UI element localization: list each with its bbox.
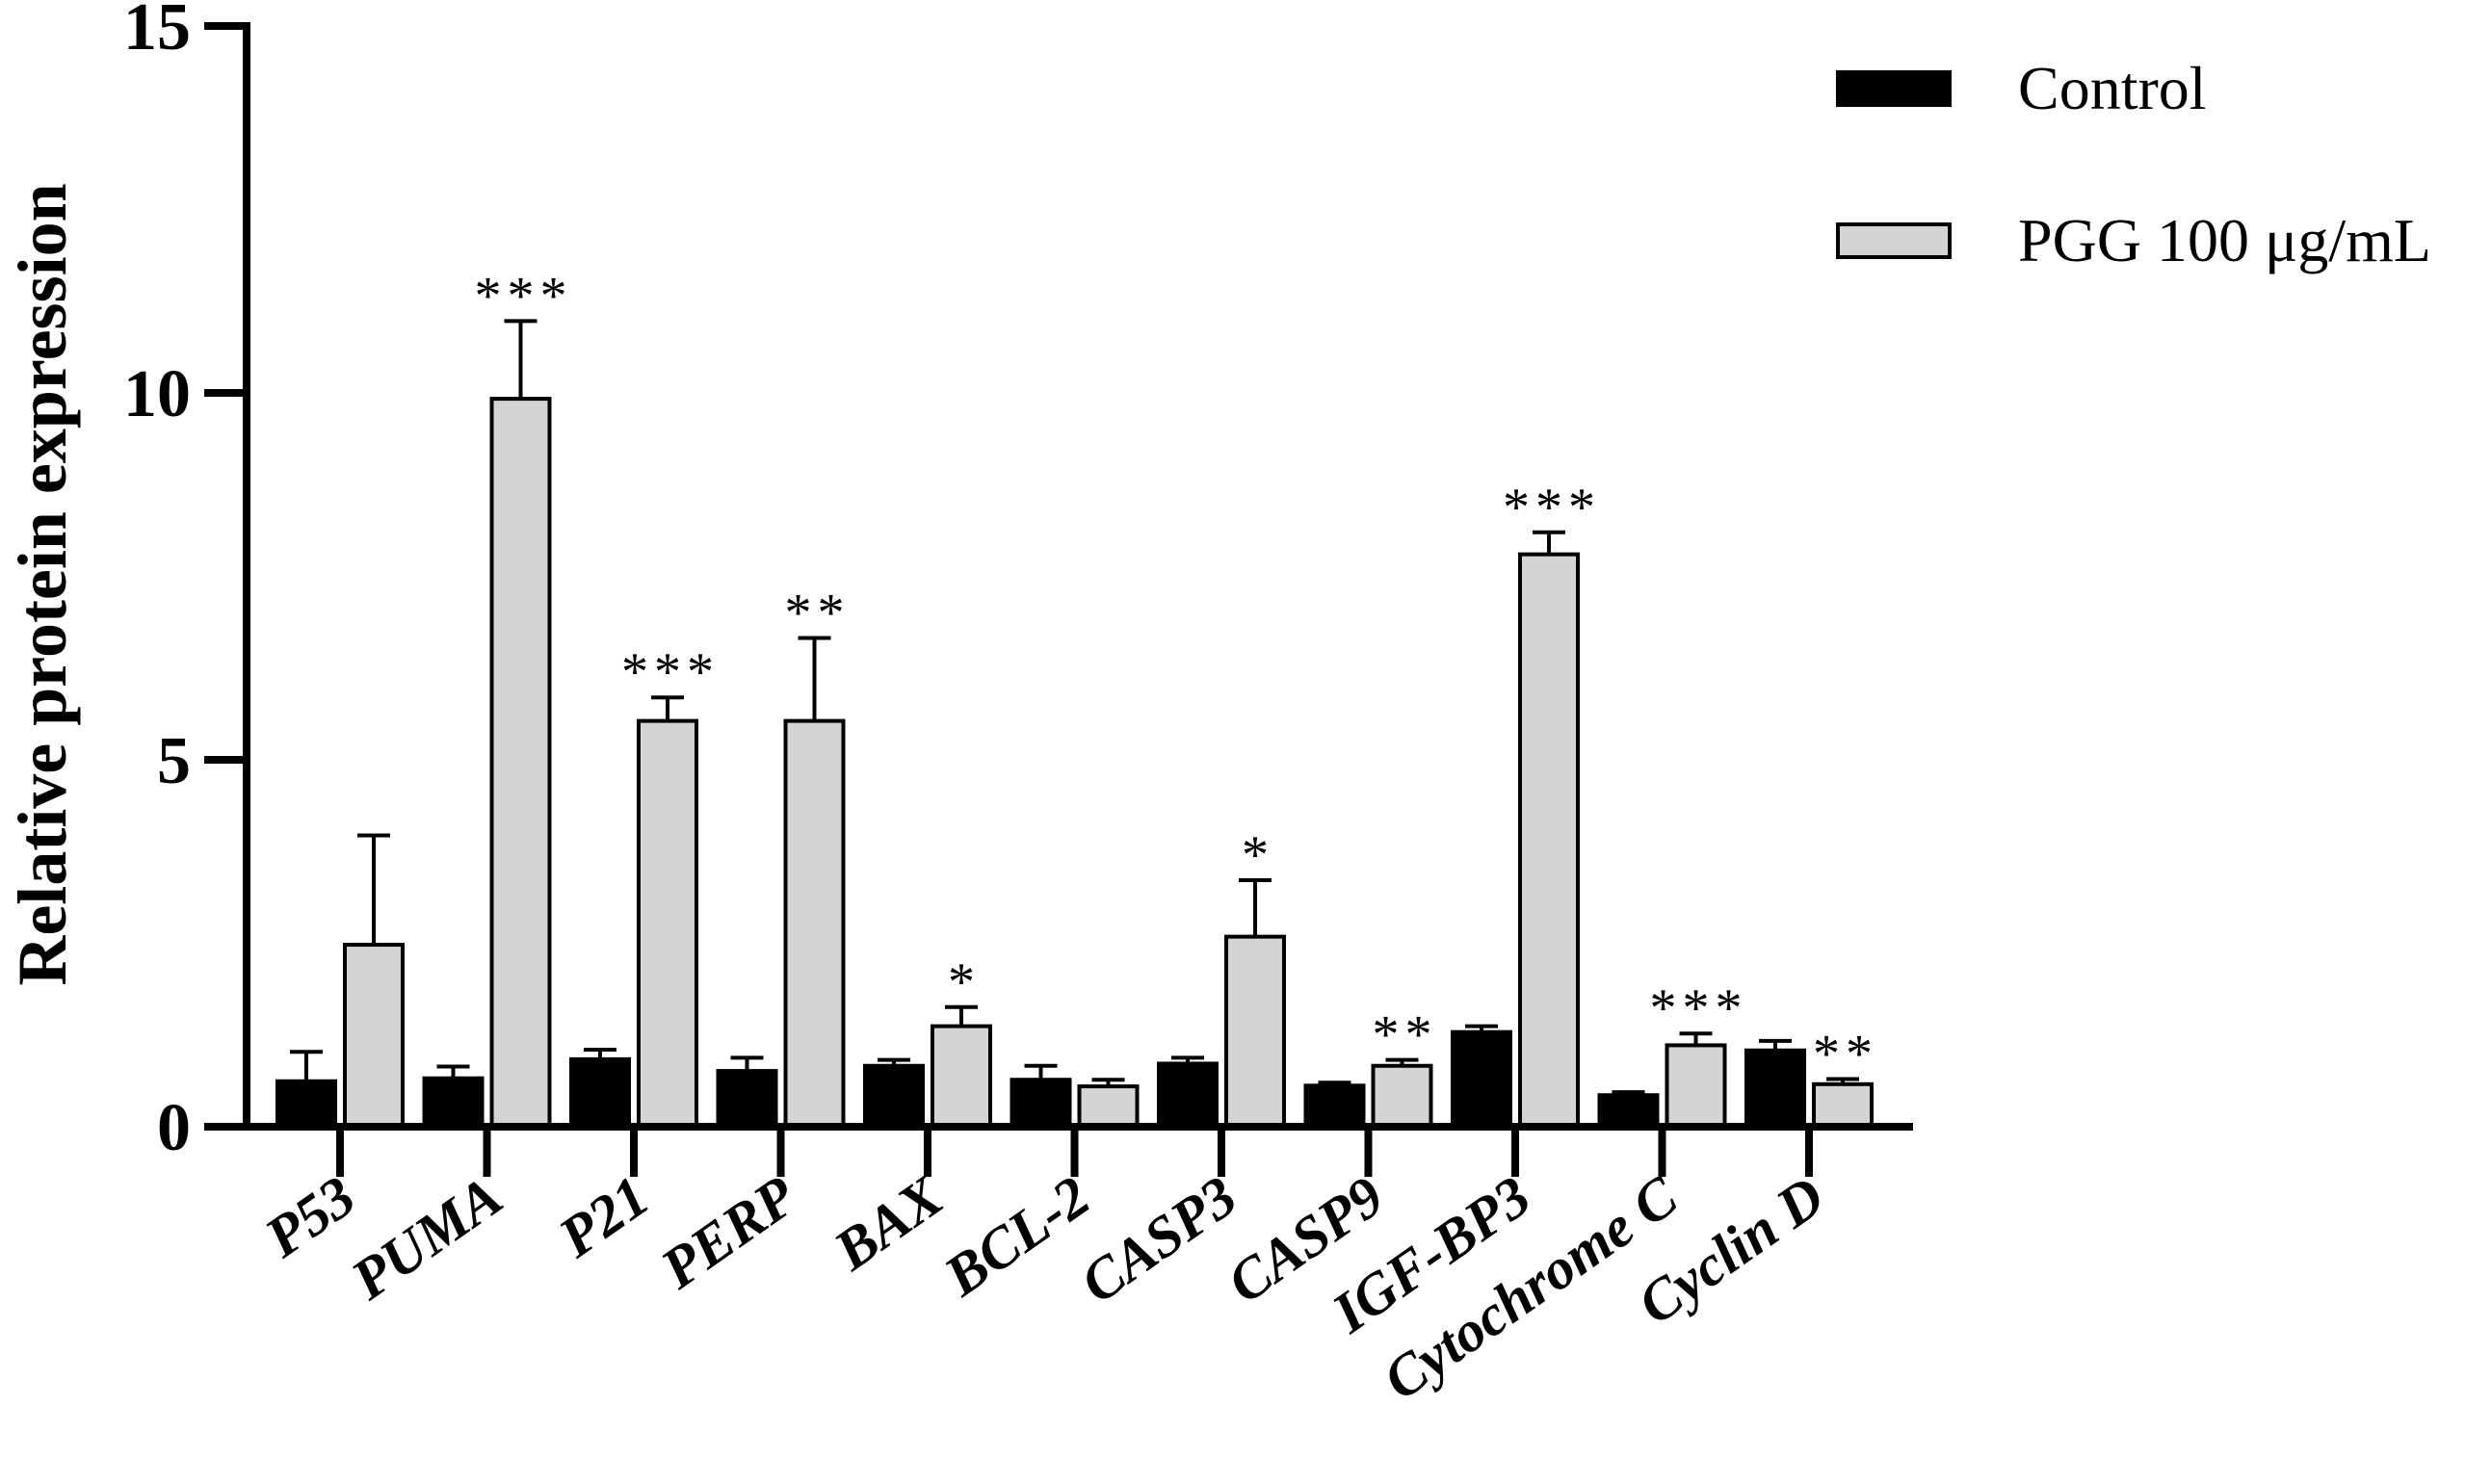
bar-control-5 [1010, 1078, 1072, 1130]
bar-control-1 [422, 1076, 485, 1130]
bar-pgg-1 [489, 397, 552, 1129]
category-label-3: PERP [649, 1163, 808, 1301]
bar-control-6 [1157, 1061, 1219, 1130]
bar-pgg-10 [1812, 1081, 1874, 1129]
bar-control-7 [1303, 1083, 1366, 1130]
significance-label-1: *** [475, 266, 573, 325]
y-tick-label-1: 5 [157, 724, 191, 798]
bar-control-8 [1451, 1029, 1512, 1130]
bar-control-2 [569, 1056, 631, 1129]
y-ticks-layer: 0 5 10 15 [123, 0, 1813, 1177]
legend: Control PGG 100 μg/mL [1836, 54, 2431, 274]
error-bars-layer [290, 319, 1859, 1096]
bar-control-3 [716, 1069, 778, 1130]
y-tick-label-0: 0 [157, 1091, 191, 1165]
y-tick-label-3: 15 [123, 0, 191, 65]
bars-layer [275, 397, 1874, 1130]
y-tick-label-2: 10 [123, 357, 191, 431]
bar-pgg-2 [637, 718, 698, 1129]
significance-label-3: ** [785, 584, 851, 643]
significance-label-7: ** [1373, 1005, 1438, 1065]
bar-control-9 [1597, 1093, 1660, 1130]
significance-label-6: * [1242, 825, 1274, 885]
bar-pgg-3 [783, 718, 846, 1129]
category-label-4: BAX [822, 1162, 956, 1283]
bar-pgg-9 [1665, 1043, 1727, 1129]
legend-swatch-control [1836, 70, 1952, 107]
axes-layer [243, 22, 1913, 1131]
y-axis-title: Relative protein expression [4, 183, 81, 985]
significance-layer: ******************** [475, 266, 1878, 1083]
bar-pgg-0 [343, 943, 405, 1129]
significance-label-9: *** [1650, 978, 1748, 1038]
category-label-2: P21 [547, 1164, 661, 1270]
category-label-1: PUMA [339, 1164, 513, 1313]
legend-label-control: Control [2018, 54, 2207, 122]
bar-pgg-8 [1518, 552, 1580, 1129]
significance-label-10: ** [1813, 1024, 1878, 1083]
bar-pgg-4 [931, 1024, 992, 1129]
category-label-6: CASP3 [1069, 1164, 1247, 1315]
bar-pgg-6 [1224, 934, 1286, 1130]
bar-pgg-5 [1077, 1084, 1140, 1129]
bar-pgg-7 [1371, 1063, 1433, 1130]
bar-control-4 [863, 1063, 925, 1130]
significance-label-2: *** [621, 642, 720, 702]
category-label-5: BCL-2 [932, 1164, 1101, 1309]
legend-swatch-pgg [1836, 222, 1952, 259]
bar-control-10 [1744, 1048, 1806, 1129]
significance-label-4: * [948, 952, 981, 1012]
legend-label-pgg: PGG 100 μg/mL [2018, 206, 2431, 274]
significance-label-8: *** [1503, 478, 1601, 537]
bar-control-0 [275, 1079, 337, 1129]
